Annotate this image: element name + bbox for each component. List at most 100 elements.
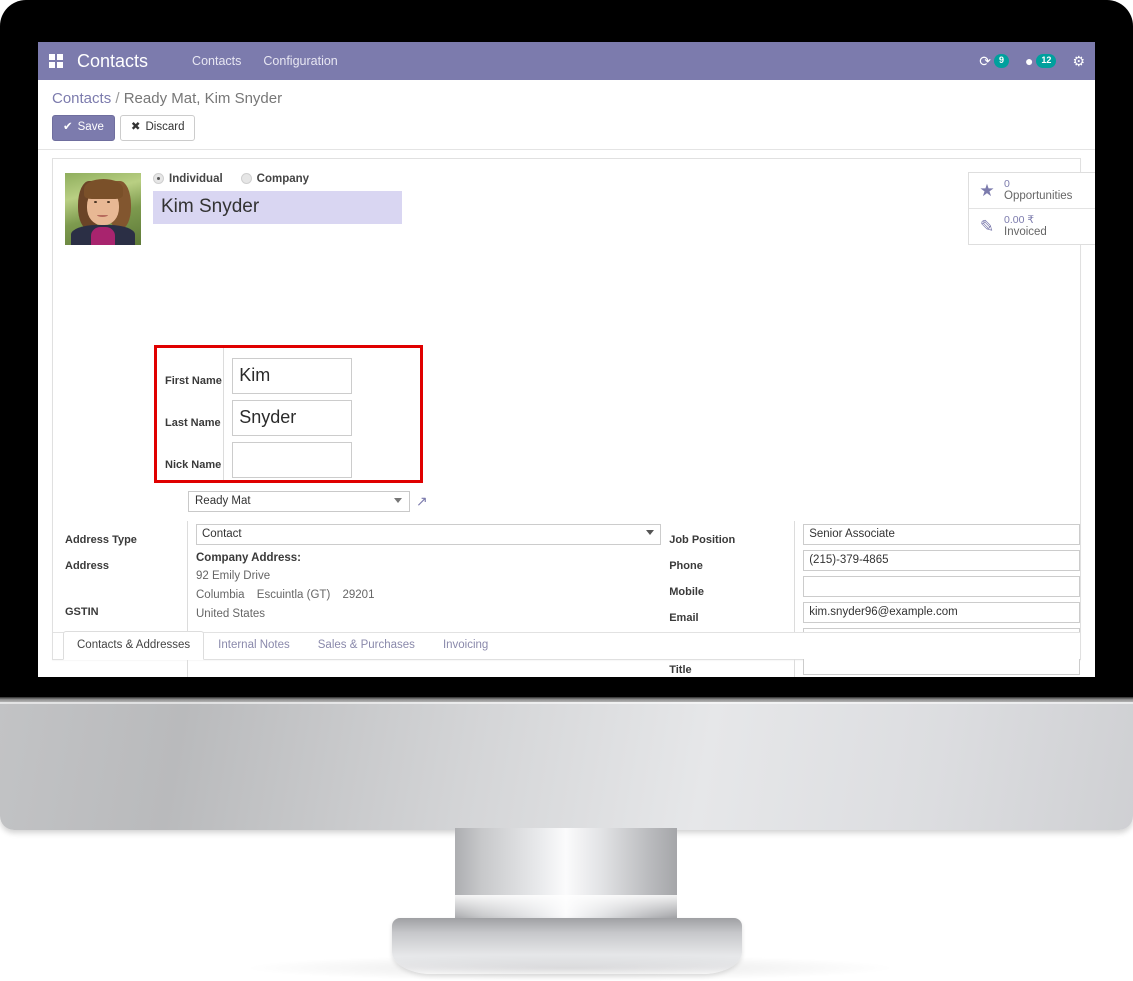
address-state: Escuintla (GT)	[256, 589, 331, 602]
breadcrumb-link-contacts[interactable]: Contacts	[52, 90, 112, 107]
pencil-square-icon: ✎	[979, 216, 995, 236]
contact-photo-avatar[interactable]	[65, 172, 141, 245]
address-type-label: Address Type	[65, 533, 137, 546]
radio-individual-label: Individual	[169, 172, 223, 185]
email-input[interactable]	[803, 601, 1080, 623]
first-name-label: First Name	[165, 374, 222, 387]
external-link-icon[interactable]: ↗	[416, 493, 428, 510]
control-panel: Contacts / Ready Mat, Kim Snyder ✔ Save …	[38, 80, 1095, 150]
app-title: Contacts	[77, 50, 149, 71]
discard-button[interactable]: ✖ Discard	[119, 115, 196, 141]
identity-main: Individual Company	[141, 173, 1068, 245]
navbar-right-cluster: ⟳ 9 ● 12 ⚙	[979, 42, 1085, 80]
phone-input[interactable]	[803, 549, 1080, 571]
address-street: 92 Emily Drive	[196, 570, 271, 583]
nav-menu-contacts[interactable]: Contacts	[192, 54, 242, 68]
tab-sales-purchases[interactable]: Sales & Purchases	[317, 638, 415, 651]
tab-contacts-addresses[interactable]: Contacts & Addresses	[63, 630, 205, 660]
user-avatar-icon: ⚙	[1072, 53, 1085, 69]
messages-bubble-icon: ●	[1024, 53, 1034, 69]
messages-indicator[interactable]: ● 12	[1024, 53, 1057, 69]
form-sheet-area: ★ 0 Opportunities ✎ 0.00 ₹ Invoiced	[38, 149, 1095, 677]
breadcrumb-current: Ready Mat, Kim Snyder	[123, 90, 283, 107]
address-zip: 29201	[342, 589, 375, 602]
contact-name-input[interactable]	[153, 190, 402, 224]
address-type-select[interactable]	[196, 523, 662, 545]
phone-label: Phone	[669, 559, 703, 572]
radio-individual[interactable]: Individual	[153, 173, 223, 185]
stat-button-invoiced[interactable]: ✎ 0.00 ₹ Invoiced	[969, 209, 1095, 244]
email-label: Email	[669, 611, 699, 624]
address-city: Columbia	[196, 589, 245, 602]
address-city-line: Columbia Escuintla (GT) 29201	[196, 586, 661, 605]
stat-opportunities-value: 0	[1004, 177, 1010, 190]
cross-icon: ✖	[130, 121, 141, 133]
address-type-select-wrap	[196, 523, 662, 545]
mobile-input[interactable]	[803, 575, 1080, 597]
radio-company-dot	[240, 173, 252, 185]
stat-invoiced-text: 0.00 ₹ Invoiced	[1004, 214, 1047, 239]
notebook-tabs: Contacts & Addresses Internal Notes Sale…	[53, 630, 1080, 660]
company-select[interactable]	[188, 490, 410, 512]
title-label: Title	[669, 663, 692, 676]
last-name-input[interactable]	[232, 399, 353, 436]
company-select-wrap	[188, 490, 410, 512]
highlighted-name-fields-group: First Name Last Name Nick Name	[154, 344, 423, 483]
stat-invoiced-value: 0.00 ₹	[1004, 213, 1035, 226]
radio-individual-dot	[153, 173, 164, 185]
activity-clock-icon: ⟳	[979, 53, 991, 69]
address-country: United States	[196, 608, 266, 621]
last-name-label: Last Name	[165, 416, 221, 429]
monitor-stand-neck-highlight	[455, 895, 677, 917]
tab-internal-notes[interactable]: Internal Notes	[218, 638, 290, 651]
left-field-labels: Address Type Address GSTIN	[65, 521, 187, 677]
activity-count-badge: 9	[993, 54, 1009, 68]
title-input[interactable]	[803, 653, 1080, 675]
nick-name-input[interactable]	[232, 441, 353, 478]
first-name-input[interactable]	[232, 357, 353, 394]
nick-name-label: Nick Name	[165, 458, 222, 471]
screen-viewport: Contacts Contacts Configuration ⟳ 9 ● 12…	[38, 42, 1095, 677]
user-menu[interactable]: ⚙	[1072, 54, 1085, 68]
stat-opportunities-label: Opportunities	[1004, 189, 1073, 202]
nav-menu-configuration[interactable]: Configuration	[263, 54, 338, 68]
stat-button-opportunities[interactable]: ★ 0 Opportunities	[969, 173, 1095, 209]
apps-grid-icon[interactable]	[49, 54, 63, 68]
radio-company-label: Company	[256, 172, 310, 185]
form-action-buttons: ✔ Save ✖ Discard	[52, 115, 1081, 141]
company-row: ↗	[188, 490, 428, 512]
company-address-heading: Company Address:	[196, 551, 302, 564]
company-address-block: Company Address: 92 Emily Drive Columbia…	[196, 545, 661, 625]
contact-type-radio-group: Individual Company	[153, 173, 1068, 185]
stat-button-box: ★ 0 Opportunities ✎ 0.00 ₹ Invoiced	[968, 171, 1095, 246]
left-field-values: Company Address: 92 Emily Drive Columbia…	[187, 520, 662, 677]
contact-form-sheet: ★ 0 Opportunities ✎ 0.00 ₹ Invoiced	[52, 157, 1095, 677]
mobile-label: Mobile	[669, 585, 705, 598]
name-field-labels: First Name Last Name Nick Name	[157, 347, 225, 480]
identity-row: Individual Company	[53, 159, 1080, 245]
monitor-stand-foot	[392, 918, 742, 974]
job-position-input[interactable]	[803, 523, 1080, 545]
monitor-bezel-bottom	[0, 697, 1133, 703]
monitor-stand-shadow	[250, 955, 890, 981]
job-position-label: Job Position	[669, 533, 736, 546]
activity-indicator[interactable]: ⟳ 9	[979, 54, 1009, 68]
name-field-inputs	[224, 348, 420, 480]
check-icon: ✔	[63, 121, 73, 133]
breadcrumb-separator: /	[115, 90, 120, 107]
stat-invoiced-label: Invoiced	[1004, 225, 1047, 238]
breadcrumb: Contacts / Ready Mat, Kim Snyder	[52, 90, 1081, 107]
tab-invoicing[interactable]: Invoicing	[442, 638, 489, 651]
radio-company[interactable]: Company	[240, 172, 310, 185]
discard-button-label: Discard	[145, 121, 185, 133]
save-button-label: Save	[77, 121, 104, 133]
star-icon: ★	[979, 180, 995, 200]
save-button[interactable]: ✔ Save	[52, 115, 115, 141]
monitor-chin	[0, 702, 1133, 830]
stat-opportunities-text: 0 Opportunities	[1004, 178, 1072, 203]
address-label: Address	[65, 559, 110, 572]
messages-count-badge: 12	[1036, 54, 1057, 68]
top-navbar: Contacts Contacts Configuration ⟳ 9 ● 12…	[38, 42, 1095, 80]
left-field-column: Address Type Address GSTIN Company Addre…	[53, 520, 662, 677]
gstin-label: GSTIN	[65, 605, 99, 618]
